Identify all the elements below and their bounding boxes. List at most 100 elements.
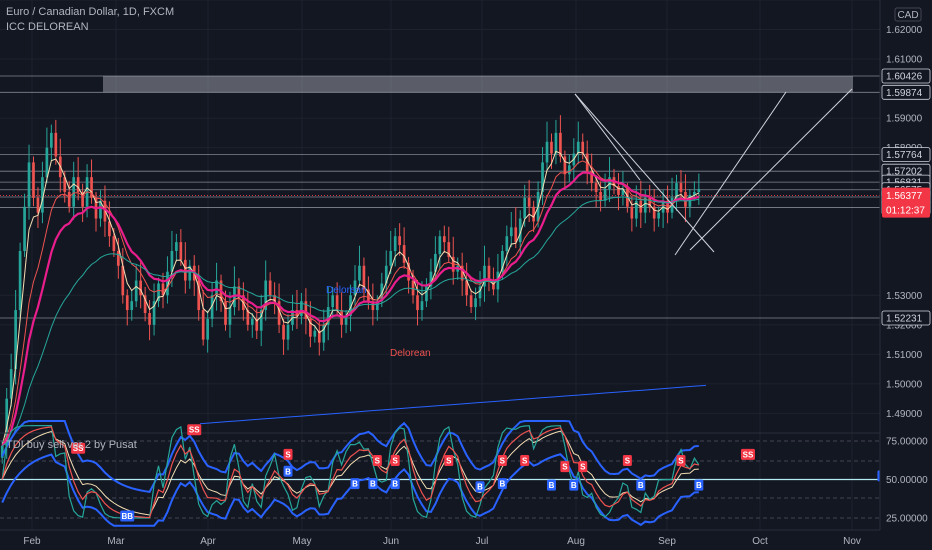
symbol-title[interactable]: Euro / Canadian Dollar, 1D, FXCM [6, 6, 175, 18]
price-tick: 1.52000 [886, 320, 923, 331]
candle [483, 265, 486, 287]
candle [643, 197, 647, 213]
candle [474, 298, 477, 308]
level-tag-text: 1.59874 [886, 88, 923, 99]
sub-tick: 75.00000 [886, 437, 928, 448]
signal-text: SS [743, 450, 754, 459]
candle [130, 301, 134, 311]
level-tag-text: 1.52231 [886, 314, 923, 325]
time-tick: Aug [567, 536, 585, 547]
time-tick: Jul [476, 536, 489, 547]
buy-signal [546, 479, 556, 491]
candle [585, 153, 589, 172]
candle [492, 280, 495, 290]
candle [425, 286, 428, 302]
candle [36, 197, 40, 213]
level-labels: 1.604261.598741.577641.572021.568311.565… [881, 68, 931, 326]
signal-text: S [393, 457, 399, 466]
candle [264, 280, 268, 311]
candle [201, 310, 205, 340]
candle [509, 227, 513, 237]
tdi-lines [1, 420, 700, 527]
signal-text: B [392, 480, 398, 489]
candle [411, 280, 415, 296]
time-tick: Sep [658, 536, 676, 547]
candle [679, 183, 683, 192]
moving-average-lines [1, 150, 700, 447]
candle [362, 265, 366, 290]
candle [693, 191, 696, 195]
candle [268, 280, 272, 296]
price-tick: 1.49000 [886, 409, 923, 420]
candle [18, 250, 22, 311]
sell-signal [444, 455, 454, 467]
candle [27, 162, 31, 207]
candle [349, 295, 352, 316]
candle [367, 289, 370, 302]
candle [157, 283, 160, 302]
candle [170, 250, 174, 272]
candle [99, 200, 102, 219]
candle [608, 177, 611, 189]
candle [563, 156, 567, 175]
candle [532, 206, 535, 222]
candle [353, 280, 357, 296]
sell-signal [740, 448, 755, 460]
candle [183, 259, 187, 281]
sub-indicator-name[interactable]: TDI buy sell ver.2 by Pusat [6, 439, 137, 451]
candle [0, 445, 4, 458]
candle [652, 206, 656, 219]
candle [9, 369, 13, 399]
candle [250, 318, 254, 325]
signal-text: S [580, 463, 586, 472]
sub-tick: 25.00000 [886, 514, 928, 525]
candle [116, 250, 120, 266]
candle [317, 330, 321, 343]
signal-text: S [625, 457, 631, 466]
candle [134, 280, 138, 302]
trend-line [674, 91, 787, 256]
sell-signal [497, 455, 507, 467]
candle [300, 301, 303, 316]
candle [389, 250, 393, 266]
sell-signal [187, 424, 202, 436]
buy-signal [636, 479, 646, 491]
candle [603, 188, 607, 201]
signal-text: B [638, 481, 644, 490]
candle [277, 301, 281, 325]
level-tag [881, 84, 931, 100]
delorean-label-bottom: Delorean [390, 348, 431, 359]
candle [197, 280, 201, 311]
indicator-name[interactable]: ICC DELOREAN [6, 21, 89, 33]
candle [32, 162, 35, 198]
candle [179, 242, 183, 260]
price-tick: 1.53000 [886, 291, 923, 302]
sell-signal [622, 455, 632, 467]
trend-line [574, 93, 641, 181]
candle [286, 324, 290, 340]
signal-text: B [285, 467, 291, 476]
signal-text: S [446, 457, 452, 466]
time-tick: Jun [383, 536, 399, 547]
sell-signal [283, 448, 293, 460]
candle [634, 200, 638, 219]
candle [14, 310, 17, 370]
candle [581, 141, 585, 154]
candle [371, 301, 375, 311]
trend-line [689, 88, 853, 251]
trend-line [574, 93, 715, 253]
time-tick: Apr [200, 536, 216, 547]
candle [576, 141, 580, 154]
signal-text: B [477, 483, 483, 492]
candle [255, 318, 259, 331]
price-tick: 1.61000 [886, 55, 923, 66]
trend-lines [574, 88, 853, 256]
candle [76, 177, 80, 192]
resistance-zone [103, 76, 853, 93]
candle [434, 253, 437, 272]
candle [224, 301, 227, 325]
candle [487, 265, 491, 281]
candle [152, 301, 156, 325]
sub-tick: 50.00000 [886, 475, 928, 486]
